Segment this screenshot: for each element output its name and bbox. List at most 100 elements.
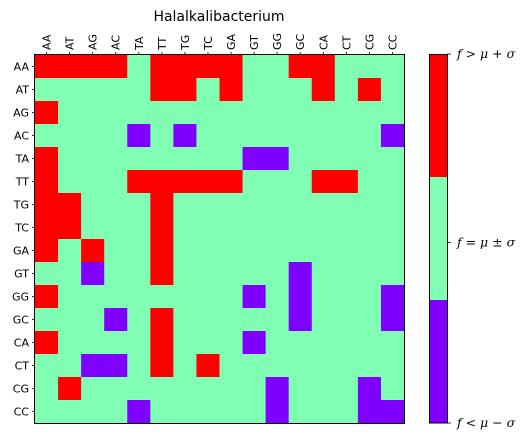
y-tick-label: GT [14, 268, 29, 281]
x-tick-label: CC [386, 34, 399, 50]
heatmap-cell-GG-GT [242, 285, 267, 309]
heatmap-cell-AG-GT [242, 101, 267, 125]
heatmap-cell-TC-CG [357, 216, 382, 240]
heatmap-cell-TT-AG [81, 170, 105, 194]
heatmap-cell-TG-GG [265, 193, 290, 217]
colorbar-segment [429, 177, 447, 301]
heatmap-cell-GC-CA [311, 308, 336, 332]
y-tick-label: TA [15, 153, 30, 166]
heatmap-cell-GG-AA [35, 285, 59, 309]
y-tick-label: AC [14, 130, 29, 143]
heatmap-cell-TA-TT [150, 147, 174, 171]
heatmap-cell-AG-CT [334, 101, 359, 125]
heatmap-cell-TG-AC [104, 193, 128, 217]
heatmap-cell-GG-AG [81, 285, 105, 309]
heatmap-cell-GC-AG [81, 308, 105, 332]
heatmap-cell-CT-CG [357, 354, 382, 378]
heatmap-cell-AA-GT [242, 55, 267, 79]
heatmap-cell-TG-CA [311, 193, 336, 217]
heatmap-cell-TG-TT [150, 193, 174, 217]
heatmap-cell-AC-AT [58, 124, 82, 148]
heatmap-cell-CA-AC [104, 331, 128, 355]
heatmap-cell-GT-GC [288, 262, 313, 286]
x-tick-label: AC [110, 35, 123, 50]
heatmap-cell-GC-GC [288, 308, 313, 332]
heatmap-cell-AT-CG [357, 78, 382, 102]
heatmap-cell-GC-TC [196, 308, 221, 332]
heatmap-cell-CA-CT [334, 331, 359, 355]
heatmap-cell-AG-AC [104, 101, 128, 125]
heatmap-cell-CC-CC [380, 400, 405, 424]
heatmap-cell-TA-CG [357, 147, 382, 171]
heatmap-cell-AG-CG [357, 101, 382, 125]
heatmap-frame [34, 54, 405, 424]
y-tick-labels: AA AT AG AC TA TT TG TC GA GT GG GC CA CT CG CC [12, 61, 35, 419]
heatmap-cell-TT-AC [104, 170, 128, 194]
heatmap-cell-CC-CA [311, 400, 336, 424]
y-tick-label: CT [15, 360, 30, 373]
x-tick-label: TG [179, 35, 192, 51]
heatmap-cell-TC-GT [242, 216, 267, 240]
heatmap-cell-AA-CC [380, 55, 405, 79]
heatmap-cell-CG-GA [219, 377, 244, 401]
heatmap-cell-CC-GG [265, 400, 290, 424]
heatmap-cell-TG-TA [127, 193, 151, 217]
heatmap-cell-TC-AG [81, 216, 105, 240]
heatmap-cell-TC-AA [35, 216, 59, 240]
heatmap-cell-GA-CC [380, 239, 405, 263]
heatmap-cell-GG-CC [380, 285, 405, 309]
heatmap-cell-AG-TT [150, 101, 174, 125]
colorbar [429, 54, 448, 424]
y-tick-label: TC [14, 222, 29, 235]
heatmap-cell-CT-AC [104, 354, 128, 378]
heatmap-cell-CT-AA [35, 354, 59, 378]
heatmap-cell-GT-CT [334, 262, 359, 286]
heatmap-cell-CT-AG [81, 354, 105, 378]
heatmap-cell-CA-TT [150, 331, 174, 355]
heatmap-cell-AT-GG [265, 78, 290, 102]
heatmap-cell-GC-CT [334, 308, 359, 332]
heatmap-cell-TG-CC [380, 193, 405, 217]
heatmap-cell-TC-AT [58, 216, 82, 240]
heatmap-cell-TC-GC [288, 216, 313, 240]
heatmap-cell-TA-CC [380, 147, 405, 171]
heatmap-cell-TA-GT [242, 147, 267, 171]
x-tick-label: GA [225, 33, 238, 50]
heatmap-cell-TT-CG [357, 170, 382, 194]
heatmap-cell-AC-GA [219, 124, 244, 148]
heatmap-cell-TC-TC [196, 216, 221, 240]
heatmap-cell-TG-AA [35, 193, 59, 217]
heatmap-cell-CA-AA [35, 331, 59, 355]
heatmap-cell-AT-GT [242, 78, 267, 102]
heatmap-cell-GA-CA [311, 239, 336, 263]
chart-title: Halalkalibacterium [153, 9, 284, 25]
x-tick-label: GG [271, 33, 284, 50]
y-tick-label: GG [12, 291, 29, 304]
heatmap-cell-CA-GC [288, 331, 313, 355]
heatmap-cell-GT-TA [127, 262, 151, 286]
heatmap-cell-AT-AC [104, 78, 128, 102]
heatmap-cell-CA-TA [127, 331, 151, 355]
heatmap-cell-AC-GT [242, 124, 267, 148]
heatmap-cell-TG-GC [288, 193, 313, 217]
heatmap-cell-AG-GC [288, 101, 313, 125]
heatmap-cell-AC-CA [311, 124, 336, 148]
y-tick-label: CC [14, 406, 30, 419]
heatmap-cell-AT-GC [288, 78, 313, 102]
heatmap-cell-TC-AC [104, 216, 128, 240]
heatmap-cell-CA-AG [81, 331, 105, 355]
y-tick-label: CA [14, 337, 30, 350]
heatmap-cell-CC-GA [219, 400, 244, 424]
heatmap-cell-TT-AT [58, 170, 82, 194]
heatmap-cell-CC-TC [196, 400, 221, 424]
heatmap-cell-GA-TG [173, 239, 198, 263]
heatmap-cell-CA-CA [311, 331, 336, 355]
heatmap-cell-TC-CC [380, 216, 405, 240]
heatmap-cell-GG-CA [311, 285, 336, 309]
heatmap-cell-TC-TA [127, 216, 151, 240]
heatmap-cell-AC-AA [35, 124, 59, 148]
colorbar-segment [429, 300, 447, 424]
heatmap-cell-GC-TA [127, 308, 151, 332]
heatmap-cell-CG-GT [242, 377, 267, 401]
heatmap-cell-CC-CG [357, 400, 382, 424]
